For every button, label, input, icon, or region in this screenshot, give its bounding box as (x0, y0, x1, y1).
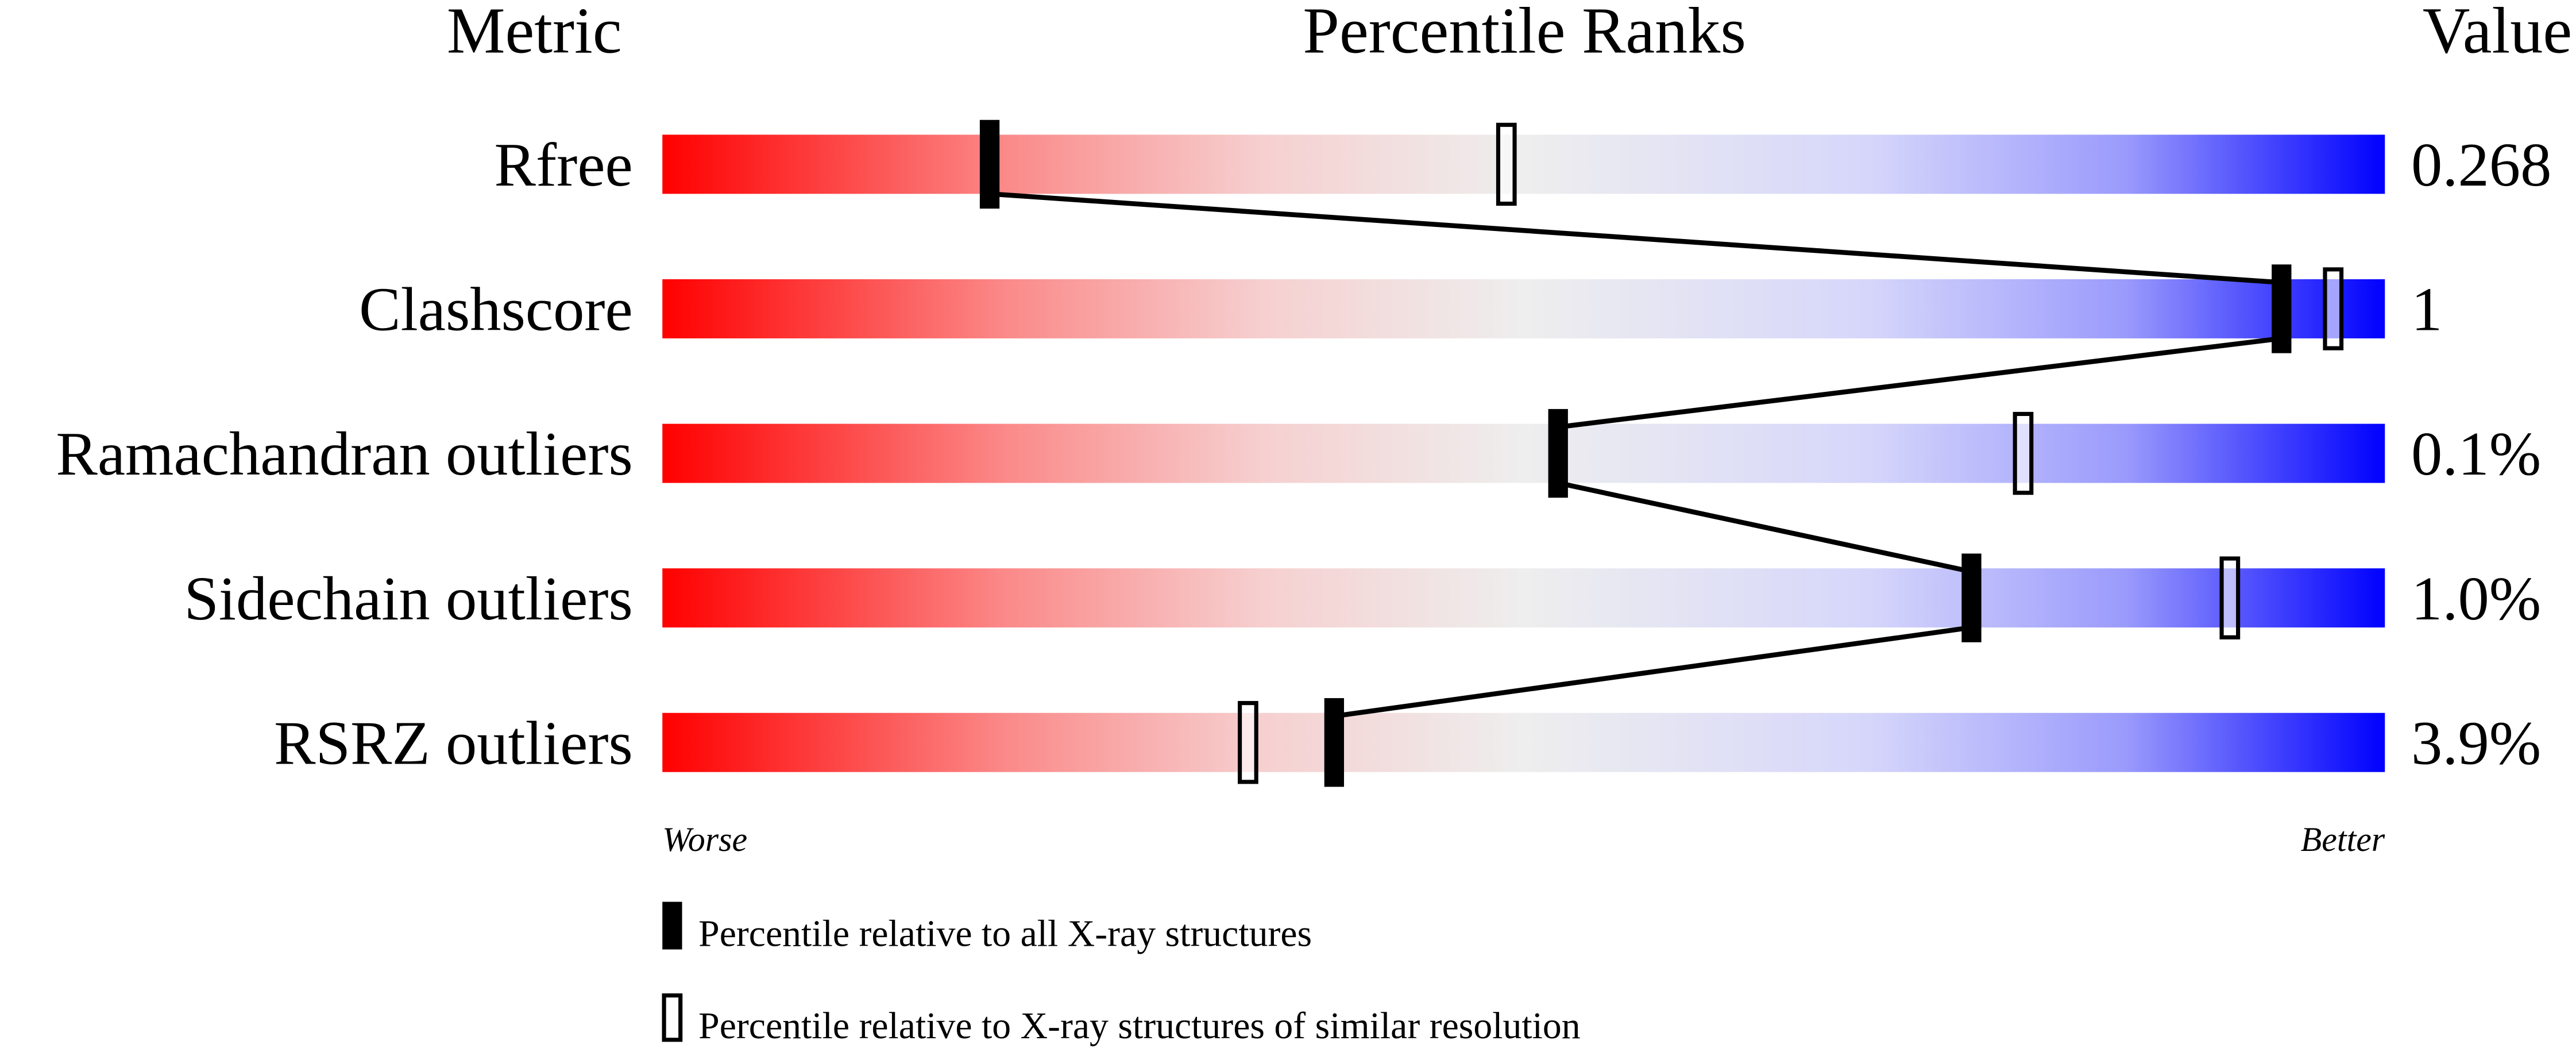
legend-all-label: Percentile relative to all X-ray structu… (698, 913, 1312, 955)
all-structures-marker (979, 120, 1000, 209)
legend-similar-label: Percentile relative to X-ray structures … (698, 1005, 1581, 1047)
metric-value: 0.1% (2411, 419, 2541, 488)
similar-resolution-marker (1496, 122, 1517, 206)
metric-label: Rfree (495, 130, 633, 199)
similar-resolution-marker (2013, 411, 2034, 495)
all-structures-marker (1548, 409, 1568, 498)
better-label: Better (2301, 820, 2385, 858)
similar-resolution-marker (1238, 701, 1258, 784)
all-structures-marker (1961, 553, 1982, 642)
percentile-bar (662, 134, 2385, 194)
worse-label: Worse (662, 820, 747, 858)
metric-label: RSRZ outliers (274, 708, 633, 777)
header-metric: Metric (447, 0, 622, 67)
percentile-bar (662, 279, 2385, 338)
legend-open-marker-icon (662, 993, 683, 1042)
metric-value: 0.268 (2411, 130, 2551, 199)
percentile-bar (662, 568, 2385, 628)
header-percentile-ranks: Percentile Ranks (1303, 0, 1746, 67)
connector-line (1558, 336, 2282, 430)
metric-value: 3.9% (2411, 708, 2541, 777)
header-value: Value (2423, 0, 2572, 67)
all-structures-marker (1324, 698, 1345, 787)
connector-line (1334, 625, 1972, 719)
similar-resolution-marker (2323, 267, 2344, 350)
percentile-bar (662, 712, 2385, 772)
metric-label: Sidechain outliers (184, 564, 632, 633)
metric-value: 1.0% (2411, 564, 2541, 633)
legend-filled-marker-icon (662, 901, 682, 950)
percentile-bar (662, 423, 2385, 483)
metric-value: 1 (2411, 275, 2442, 344)
metric-label: Ramachandran outliers (56, 419, 632, 488)
connector-line (989, 191, 2282, 286)
similar-resolution-marker (2219, 556, 2241, 639)
connector-line (1557, 480, 1972, 575)
metric-label: Clashscore (359, 275, 633, 344)
all-structures-marker (2272, 264, 2292, 353)
